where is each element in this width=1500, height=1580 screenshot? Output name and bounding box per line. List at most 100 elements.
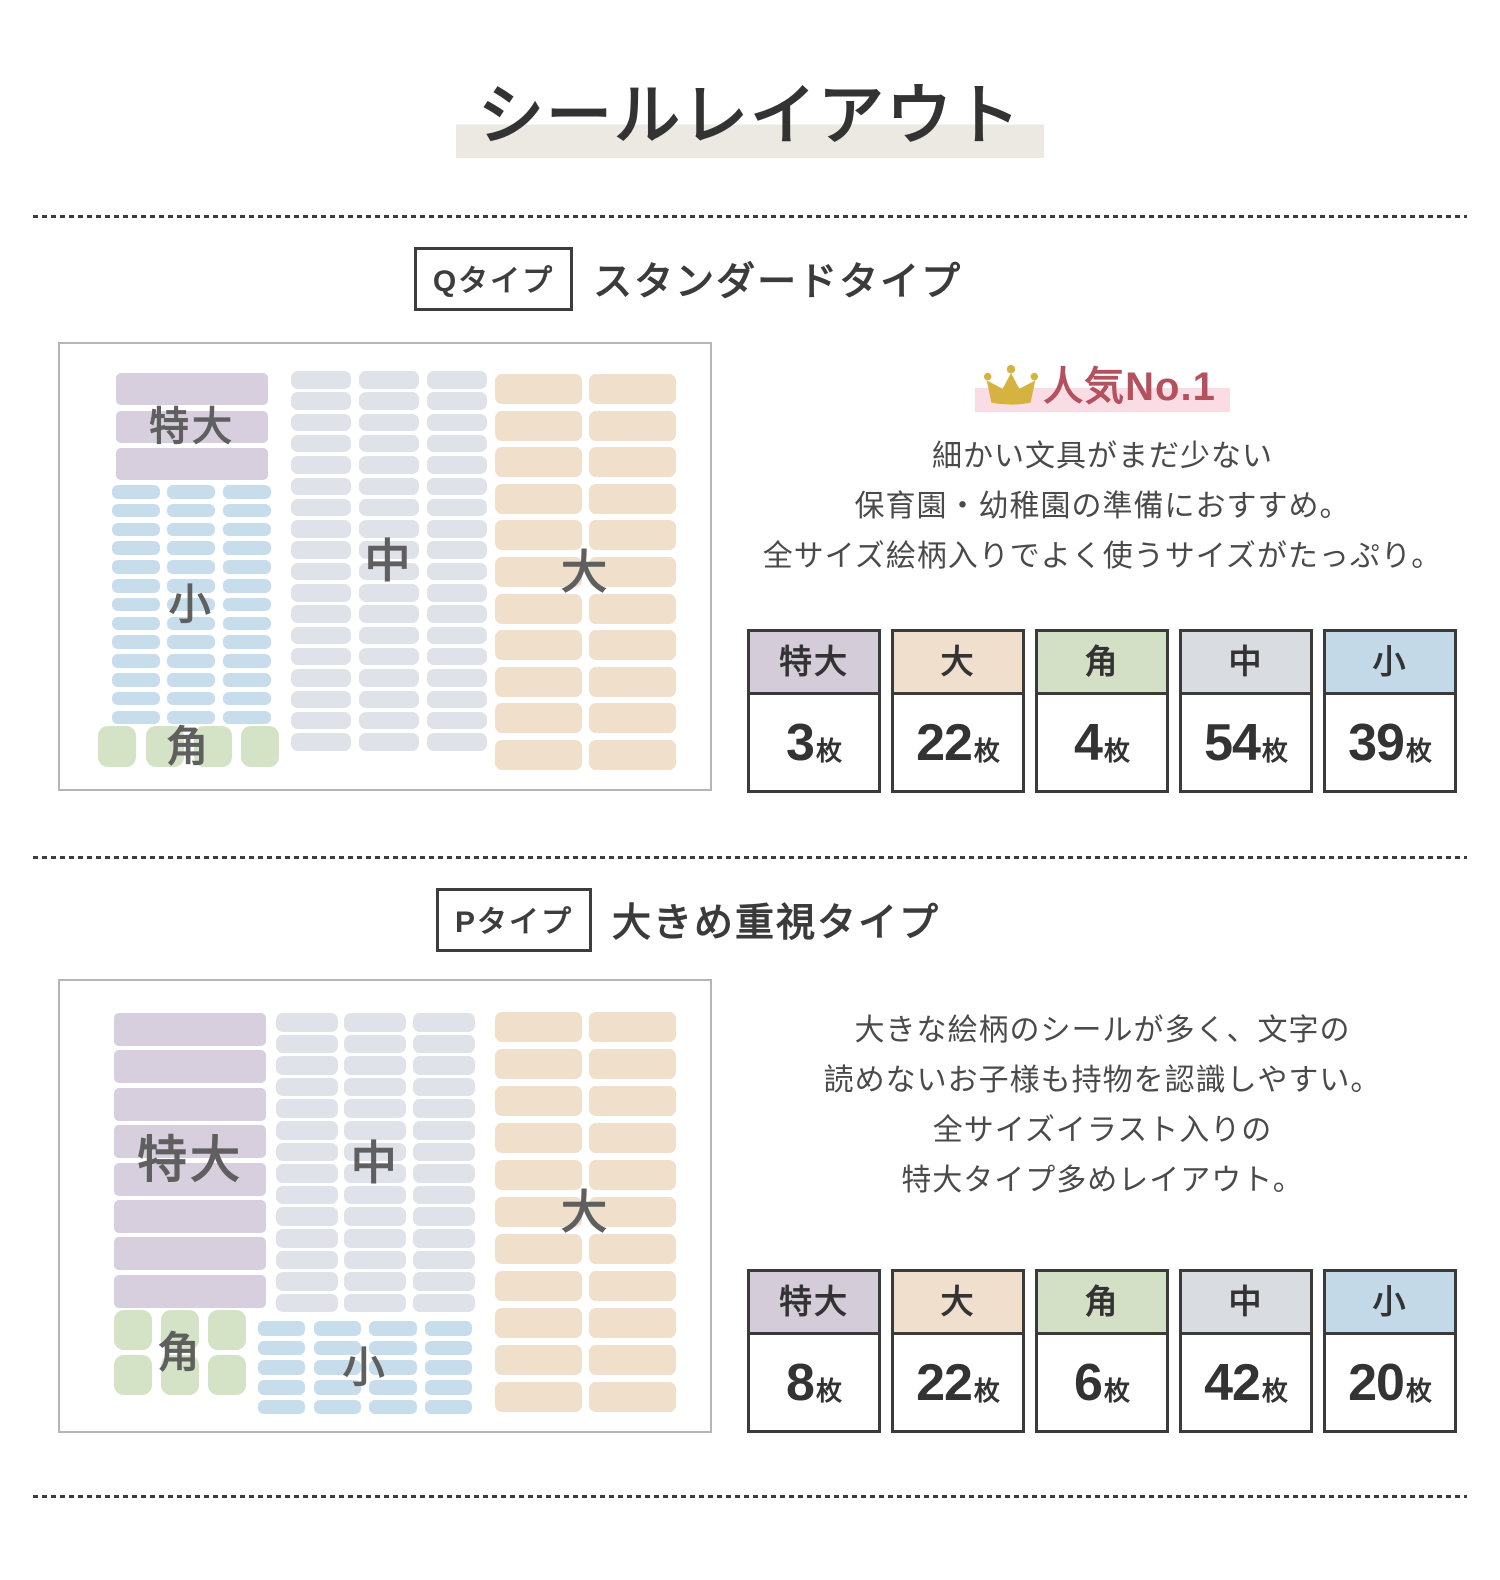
sticker-block-chu xyxy=(276,1293,338,1313)
sticker-block-dai xyxy=(589,410,676,441)
sticker-block-sho xyxy=(167,710,216,725)
sticker-block-chu xyxy=(276,1034,338,1054)
sheet-size-label-tokudai: 特大 xyxy=(149,404,235,449)
size-table-cell-chu: 中 54 枚 xyxy=(1179,629,1313,793)
sticker-block-sho xyxy=(313,1360,361,1376)
sticker-block-chu xyxy=(359,498,419,517)
sticker-block-chu xyxy=(412,1142,475,1162)
sticker-block-chu xyxy=(291,647,351,666)
sheet-count-number: 54 xyxy=(1204,713,1261,772)
sticker-block-kaku xyxy=(114,1310,152,1350)
size-table-cell-tokudai: 特大 8 枚 xyxy=(747,1269,881,1433)
sticker-block-chu xyxy=(359,520,419,538)
section-title-p: 大きめ重視タイプ xyxy=(612,902,941,945)
sheet-size-label-kaku: 角 xyxy=(166,722,212,770)
sticker-block-sho xyxy=(258,1360,306,1376)
sticker-block-chu xyxy=(359,669,419,687)
type-tag-p: Pタイプ xyxy=(435,888,592,952)
sticker-block-chu xyxy=(359,562,419,581)
sticker-block-chu xyxy=(427,541,487,559)
size-table-header-dai: 大 xyxy=(894,1272,1022,1335)
page-title-text: シールレイアウト xyxy=(456,78,1044,158)
sticker-block-chu xyxy=(291,477,351,495)
size-table-cell-dai: 大 22 枚 xyxy=(891,629,1025,793)
sticker-block-chu xyxy=(359,626,419,645)
description-line: 大きな絵柄のシールが多く、文字の xyxy=(854,1014,1351,1047)
sheet-count-unit: 枚 xyxy=(1103,1376,1130,1406)
sticker-block-kaku xyxy=(145,726,184,767)
sticker-block-chu xyxy=(359,456,419,474)
sticker-block-kaku xyxy=(161,1355,199,1395)
size-table-value-sho: 20 枚 xyxy=(1326,1335,1454,1430)
sticker-block-sho xyxy=(258,1380,306,1395)
sticker-block-sho xyxy=(112,635,160,649)
sticker-block-chu xyxy=(427,605,487,623)
sticker-block-sho xyxy=(222,710,271,725)
sticker-block-chu xyxy=(359,605,419,623)
sticker-block-sho xyxy=(222,560,271,574)
popularity-badge-wrap: 人気No.1 xyxy=(745,364,1460,413)
sticker-block-sho xyxy=(369,1340,417,1356)
sticker-block-chu xyxy=(359,733,419,751)
sticker-block-tokudai xyxy=(114,1237,266,1271)
sticker-block-tokudai xyxy=(114,1125,266,1159)
type-tag-q: Qタイプ xyxy=(413,247,574,311)
sticker-block-dai xyxy=(495,740,582,770)
sticker-block-chu xyxy=(276,1077,338,1097)
sticker-block-sho xyxy=(313,1399,361,1415)
popularity-badge: 人気No.1 xyxy=(975,364,1230,412)
sticker-block-chu xyxy=(427,669,487,687)
size-table-cell-chu: 中 42 枚 xyxy=(1179,1269,1313,1433)
sticker-block-sho xyxy=(425,1340,473,1356)
section-heading-q: Qタイプ スタンダードタイプ xyxy=(0,247,1438,311)
sticker-block-sho xyxy=(258,1340,306,1356)
sticker-block-kaku xyxy=(208,1310,246,1350)
sticker-block-chu xyxy=(427,626,487,645)
sheet-count-unit: 枚 xyxy=(1405,1376,1432,1406)
sticker-block-sho xyxy=(112,597,160,612)
size-count-table-p: 特大 8 枚大 22 枚角 6 枚中 42 枚小 20 枚 xyxy=(747,1269,1457,1433)
section-heading-p: Pタイプ 大きめ重視タイプ xyxy=(0,888,1438,952)
sticker-block-sho xyxy=(112,485,160,499)
sticker-block-chu xyxy=(359,434,419,453)
sticker-block-sho xyxy=(167,485,216,499)
size-table-header-tokudai: 特大 xyxy=(750,632,878,695)
sticker-block-chu xyxy=(359,584,419,602)
sticker-block-dai xyxy=(589,447,676,478)
sticker-block-chu xyxy=(344,1293,407,1313)
sticker-block-dai xyxy=(589,1049,676,1079)
dotted-divider-top xyxy=(33,215,1467,218)
size-table-cell-tokudai: 特大 3 枚 xyxy=(747,629,881,793)
sticker-block-dai xyxy=(589,1382,676,1412)
sticker-block-sho xyxy=(222,597,271,612)
sticker-block-sho xyxy=(167,541,216,555)
sticker-block-chu xyxy=(412,1077,475,1097)
sticker-block-chu xyxy=(276,1185,338,1205)
sticker-block-chu xyxy=(427,520,487,538)
sticker-block-dai xyxy=(495,557,582,587)
sticker-block-sho xyxy=(112,579,160,593)
sticker-block-chu xyxy=(291,541,351,559)
sticker-block-sho xyxy=(425,1380,473,1395)
sticker-block-tokudai xyxy=(114,1013,266,1046)
sticker-block-dai xyxy=(495,1382,582,1412)
sticker-block-chu xyxy=(412,1121,475,1140)
sticker-block-chu xyxy=(276,1056,338,1075)
sticker-block-dai xyxy=(495,1160,582,1190)
sticker-block-sho xyxy=(112,673,160,687)
sheet-count-number: 20 xyxy=(1348,1353,1405,1412)
section-title-q: スタンダードタイプ xyxy=(593,261,963,304)
sheet-count-number: 3 xyxy=(786,713,815,772)
sticker-block-dai xyxy=(589,1308,676,1338)
sticker-block-chu xyxy=(344,1034,407,1054)
sticker-block-chu xyxy=(427,434,487,453)
sticker-block-dai xyxy=(589,1012,676,1042)
sheet-count-number: 42 xyxy=(1204,1353,1261,1412)
sticker-block-dai xyxy=(495,1012,582,1042)
sheet-count-unit: 枚 xyxy=(815,1376,842,1406)
sticker-block-sho xyxy=(112,522,160,537)
sticker-block-sho xyxy=(167,579,216,593)
sticker-block-chu xyxy=(291,690,351,708)
